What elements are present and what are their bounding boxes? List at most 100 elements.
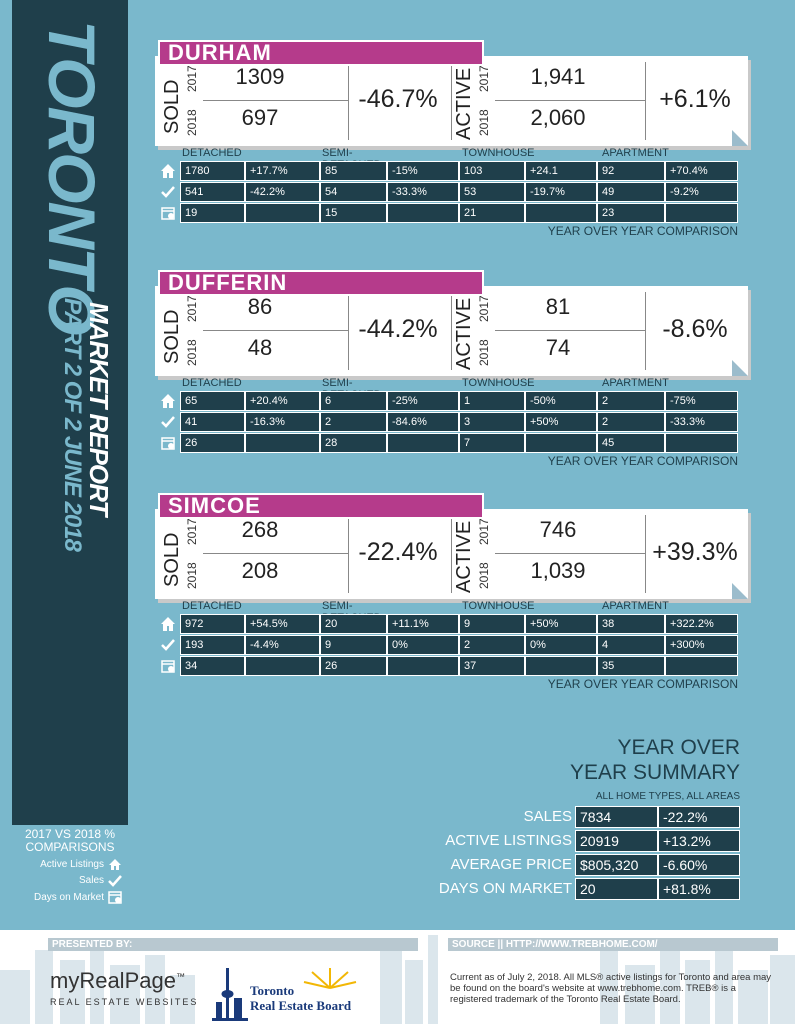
footer: PRESENTED BY: SOURCE || HTTP://WWW.TREBH… bbox=[0, 930, 795, 1024]
grid-cell: 65 bbox=[180, 391, 245, 411]
sold-label: SOLD bbox=[161, 309, 183, 364]
sold-2017: 1309 bbox=[235, 64, 285, 89]
sold-2018: 208 bbox=[241, 558, 279, 583]
column-header-townhouse: TOWNHOUSE bbox=[462, 600, 535, 612]
grid-cell: -19.7% bbox=[525, 182, 597, 202]
calendar-icon bbox=[108, 891, 122, 904]
grid-cell: 20 bbox=[320, 614, 387, 634]
grid-cell: 1 bbox=[459, 391, 525, 411]
grid-cell: 21 bbox=[459, 203, 525, 223]
region-card: SOLD 2017 2018 86 48 -44.2% ACTIVE 2017 2018 81 74… bbox=[155, 286, 748, 376]
grid-cell: +300% bbox=[665, 635, 738, 655]
year-2018-label: 2018 bbox=[477, 109, 491, 136]
grid-cell: +54.5% bbox=[245, 614, 320, 634]
grid-cell: 23 bbox=[597, 203, 665, 223]
page-fold bbox=[732, 130, 748, 146]
sold-label: SOLD bbox=[161, 532, 183, 587]
active-label: ACTIVE bbox=[453, 67, 475, 140]
grid-cell: 9 bbox=[459, 614, 525, 634]
region-name-tag: SIMCOE bbox=[158, 493, 484, 519]
legend-item-active: Active Listings bbox=[12, 858, 128, 871]
grid-cell: 9 bbox=[320, 635, 387, 655]
year-2017-label: 2017 bbox=[185, 65, 199, 92]
grid-cell: 541 bbox=[180, 182, 245, 202]
sold-change: -46.7% bbox=[358, 85, 438, 113]
divider bbox=[348, 62, 349, 140]
year-2018-label: 2018 bbox=[185, 109, 199, 136]
grid-cell bbox=[525, 656, 597, 676]
summary-row-change: -22.2% bbox=[658, 806, 740, 828]
summary-row-change: -6.60% bbox=[658, 854, 740, 876]
active-label: ACTIVE bbox=[453, 520, 475, 593]
treb-name-line2: Real Estate Board bbox=[250, 998, 352, 1013]
region-card: SOLD 2017 2018 1309 697 -46.7% ACTIVE 2017 2018 1… bbox=[155, 56, 748, 146]
myrealpage-tagline: REAL ESTATE WEBSITES bbox=[50, 997, 199, 1007]
summary-row-value: 20919 bbox=[575, 830, 658, 852]
grid-cell bbox=[245, 433, 320, 453]
summary-row-value: $805,320 bbox=[575, 854, 658, 876]
divider bbox=[203, 553, 348, 554]
active-change: +6.1% bbox=[659, 85, 731, 113]
grid-cell: 49 bbox=[597, 182, 665, 202]
checkmark-icon bbox=[161, 186, 175, 198]
grid-cell: -42.2% bbox=[245, 182, 320, 202]
calendar-icon bbox=[161, 207, 175, 220]
grid-cell: 37 bbox=[459, 656, 525, 676]
grid-cell: 972 bbox=[180, 614, 245, 634]
active-2017: 746 bbox=[539, 517, 577, 542]
grid-cell: 0% bbox=[525, 635, 597, 655]
active-2018: 1,039 bbox=[530, 558, 586, 583]
summary-row: AVERAGE PRICE $805,320 -6.60% bbox=[430, 854, 740, 876]
page-fold bbox=[732, 360, 748, 376]
active-change: -8.6% bbox=[662, 315, 728, 343]
year-2018-label: 2018 bbox=[477, 339, 491, 366]
sold-2018: 697 bbox=[241, 105, 279, 130]
summary-rows: SALES 7834 -22.2% ACTIVE LISTINGS 20919 +13.2… bbox=[430, 802, 740, 902]
legend-item-dom: Days on Market bbox=[12, 890, 128, 904]
sold-change: -44.2% bbox=[358, 315, 438, 343]
grid-cell bbox=[665, 203, 738, 223]
divider bbox=[203, 330, 348, 331]
grid-cell: 2 bbox=[597, 412, 665, 432]
legend-heading: 2017 VS 2018 % COMPARISONS bbox=[24, 827, 116, 854]
myrealpage-logo: myRealPage™ bbox=[50, 968, 185, 993]
divider bbox=[451, 515, 452, 593]
summary-title: YEAR OVER YEAR SUMMARY bbox=[570, 736, 740, 784]
grid-cell: 53 bbox=[459, 182, 525, 202]
sold-2017: 268 bbox=[241, 517, 279, 542]
grid-cell: -25% bbox=[387, 391, 459, 411]
grid-cell: +70.4% bbox=[665, 161, 738, 181]
divider bbox=[203, 100, 348, 101]
grid-cell: +322.2% bbox=[665, 614, 738, 634]
checkmark-icon bbox=[161, 416, 175, 428]
column-header-apartment: APARTMENT bbox=[602, 147, 669, 159]
divider bbox=[495, 330, 645, 331]
grid-cell bbox=[245, 203, 320, 223]
grid-cell: +50% bbox=[525, 412, 597, 432]
year-2018-label: 2018 bbox=[185, 562, 199, 589]
column-header-townhouse: TOWNHOUSE bbox=[462, 377, 535, 389]
grid-cell: 103 bbox=[459, 161, 525, 181]
grid-cell: 2 bbox=[320, 412, 387, 432]
column-header-detached: DETACHED bbox=[182, 377, 242, 389]
source-label: SOURCE || HTTP://WWW.TREBHOME.COM/ bbox=[448, 938, 778, 951]
divider bbox=[495, 553, 645, 554]
year-2017-label: 2017 bbox=[477, 518, 491, 545]
active-change: +39.3% bbox=[652, 538, 738, 566]
yoy-comparison-label: YEAR OVER YEAR COMPARISON bbox=[547, 224, 738, 238]
sun-icon bbox=[303, 968, 357, 989]
grid-cell: 193 bbox=[180, 635, 245, 655]
grid-cell: 28 bbox=[320, 433, 387, 453]
legend-item-sales: Sales bbox=[12, 874, 128, 887]
treb-name-line1: Toronto bbox=[250, 983, 295, 998]
summary-row-change: +13.2% bbox=[658, 830, 740, 852]
grid-cell: 2 bbox=[597, 391, 665, 411]
grid-cell: 35 bbox=[597, 656, 665, 676]
column-header-apartment: APARTMENT bbox=[602, 600, 669, 612]
grid-cell: 19 bbox=[180, 203, 245, 223]
grid-cell bbox=[387, 203, 459, 223]
grid-cell bbox=[245, 656, 320, 676]
grid-cell: 26 bbox=[320, 656, 387, 676]
active-label: ACTIVE bbox=[453, 297, 475, 370]
sidebar-subtitle-2: PART 2 OF 2 JUNE 2018 bbox=[59, 298, 86, 551]
